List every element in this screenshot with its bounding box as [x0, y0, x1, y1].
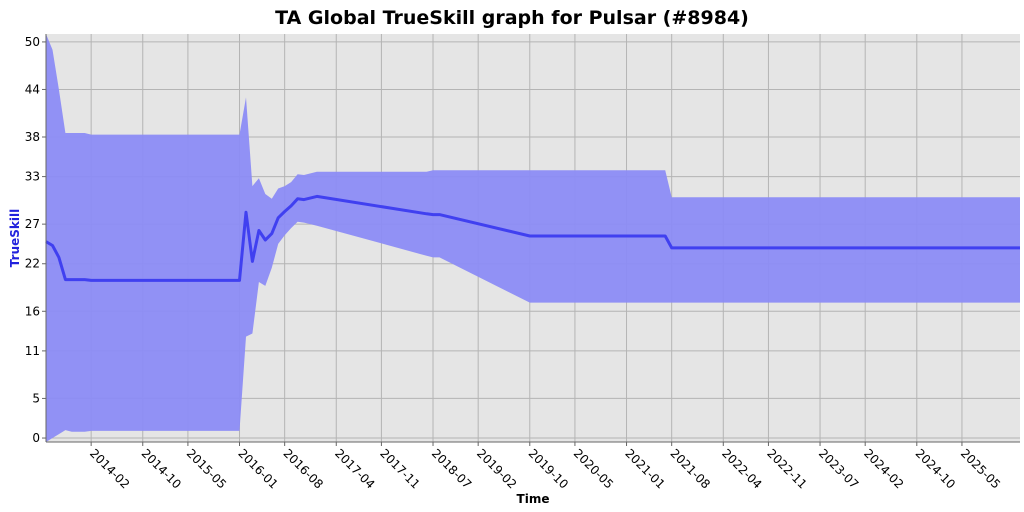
trueskill-mean-line [45, 194, 1020, 282]
y-tick-label: 44 [25, 82, 40, 96]
x-axis-label: Time [517, 492, 550, 506]
y-tick-label: 11 [25, 344, 40, 358]
y-tick-label: 5 [32, 391, 40, 405]
trueskill-uncertainty-band [46, 34, 1020, 442]
y-axis-ticks: 0 5 11 16 22 27 33 38 44 50 [25, 35, 46, 445]
y-tick-label: 38 [25, 130, 40, 144]
y-tick-label: 33 [25, 170, 40, 184]
y-tick-label: 27 [25, 217, 40, 231]
y-tick-label: 16 [25, 304, 40, 318]
y-tick-label: 0 [32, 431, 40, 445]
y-tick-label: 22 [25, 257, 40, 271]
y-tick-label: 50 [25, 35, 40, 49]
chart-title: TA Global TrueSkill graph for Pulsar (#8… [275, 7, 749, 29]
y-axis-label: TrueSkill [8, 209, 22, 267]
